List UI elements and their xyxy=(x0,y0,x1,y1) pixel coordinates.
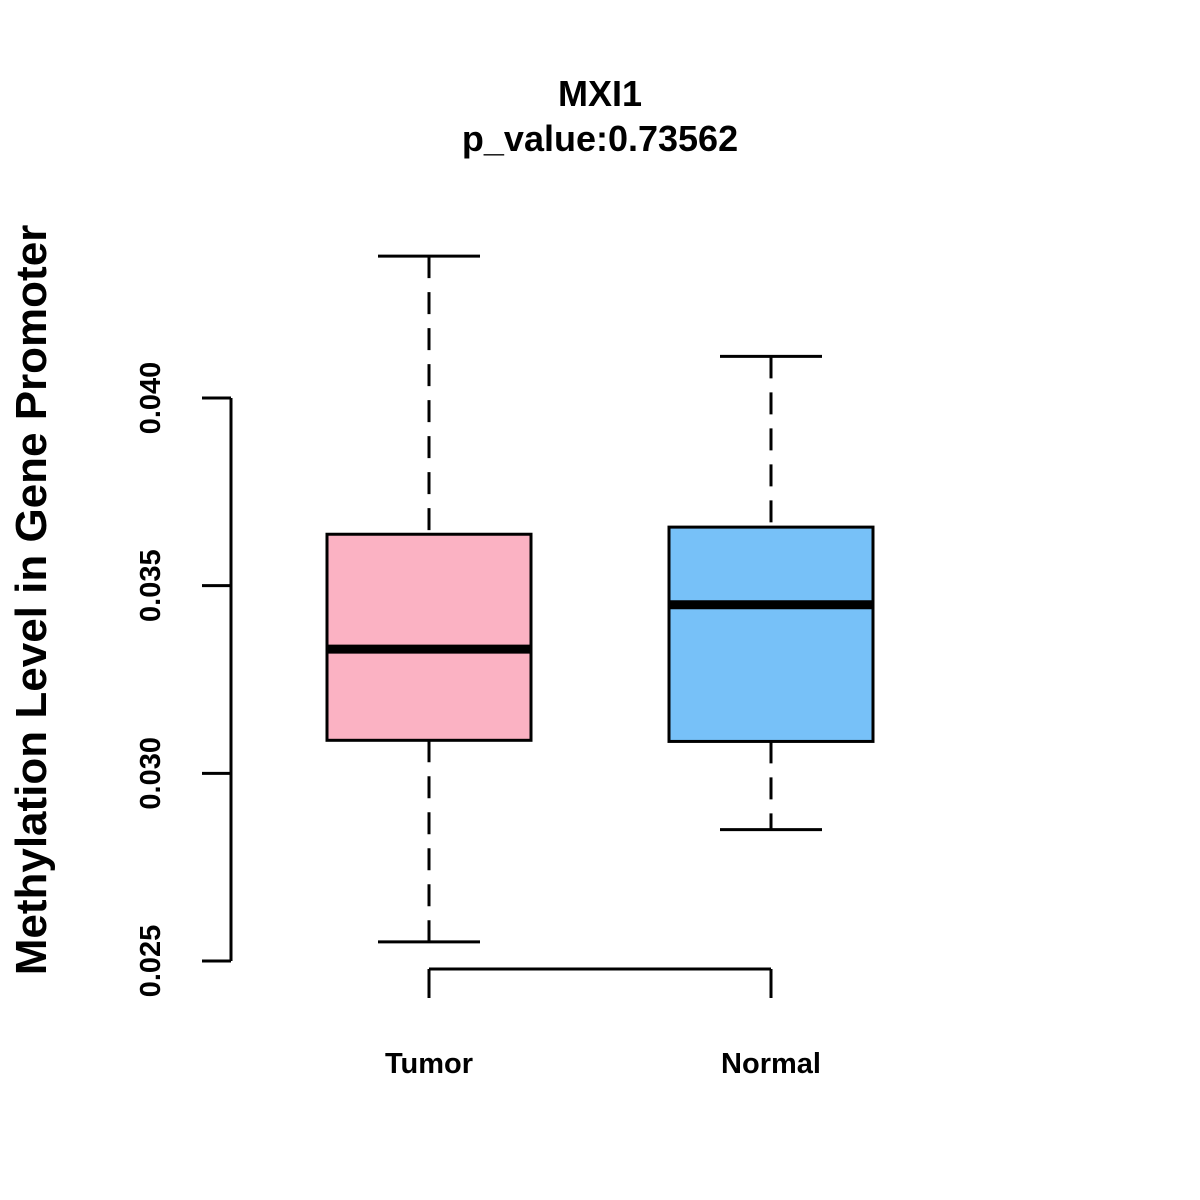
y-tick-label: 0.030 xyxy=(135,737,167,810)
y-tick-label: 0.035 xyxy=(135,549,167,622)
x-tick-label-tumor: Tumor xyxy=(385,1048,473,1080)
x-tick-label-normal: Normal xyxy=(721,1048,821,1080)
iqr-box xyxy=(325,532,533,742)
chart-subtitle: p_value:0.73562 xyxy=(462,118,738,159)
box-group xyxy=(325,254,875,944)
box-normal xyxy=(667,354,875,832)
y-axis-label: Methylation Level in Gene Promoter xyxy=(7,225,56,976)
y-tick-label: 0.025 xyxy=(135,925,167,998)
y-axis: 0.025 0.030 0.035 0.040 xyxy=(135,362,233,998)
y-tick-label: 0.040 xyxy=(135,362,167,435)
chart-title: MXI1 xyxy=(558,73,642,114)
x-axis: Tumor Normal xyxy=(385,967,821,1080)
box-tumor xyxy=(325,254,533,944)
iqr-box xyxy=(667,525,875,743)
